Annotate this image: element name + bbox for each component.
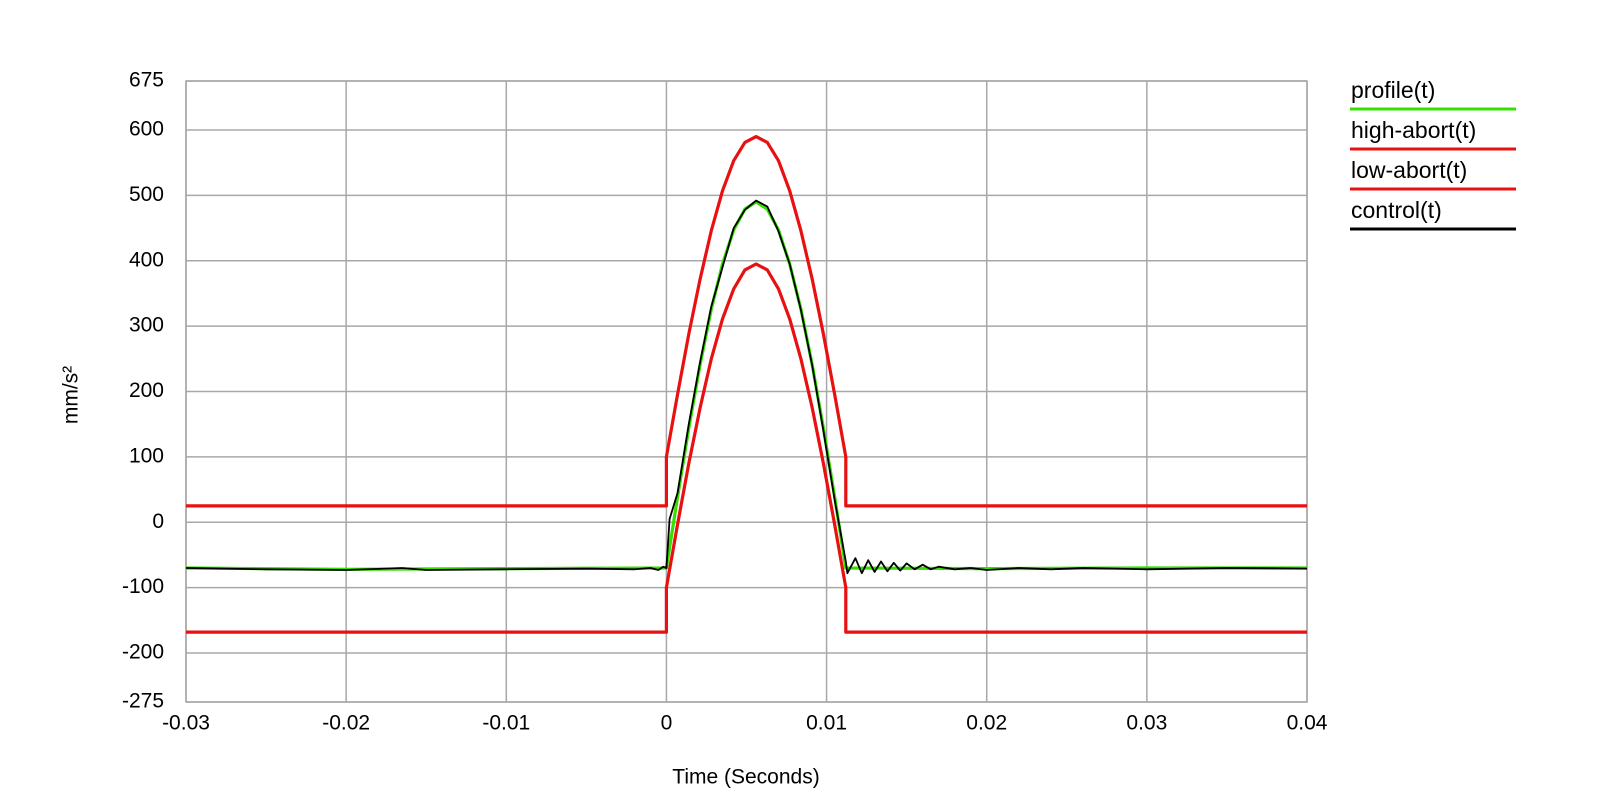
series-line xyxy=(185,199,1308,575)
y-tick-label: -200 xyxy=(122,641,164,664)
x-tick-label: -0.03 xyxy=(162,712,210,735)
x-tick-label: 0.01 xyxy=(806,712,847,735)
y-tick-label: 675 xyxy=(129,69,164,92)
legend-label: high-abort(t) xyxy=(1351,117,1476,143)
y-tick-label: 600 xyxy=(129,118,164,141)
y-tick-label: 400 xyxy=(129,248,164,271)
x-tick-label: 0.04 xyxy=(1287,712,1328,735)
x-tick-label: -0.01 xyxy=(482,712,530,735)
legend-label: control(t) xyxy=(1351,197,1442,223)
y-tick-label: -275 xyxy=(122,690,164,713)
x-tick-label: 0.02 xyxy=(966,712,1007,735)
y-tick-label: 0 xyxy=(152,510,164,533)
x-tick-label: -0.02 xyxy=(322,712,370,735)
x-tick-label: 0.03 xyxy=(1126,712,1167,735)
series-line xyxy=(186,135,1307,508)
y-axis-label: mm/s² xyxy=(60,366,83,424)
legend-label: profile(t) xyxy=(1351,77,1435,103)
y-tick-label: 300 xyxy=(129,314,164,337)
y-tick-label: 500 xyxy=(129,183,164,206)
x-tick-label: 0 xyxy=(661,712,673,735)
y-tick-label: 200 xyxy=(129,379,164,402)
y-tick-label: 100 xyxy=(129,444,164,467)
legend-label: low-abort(t) xyxy=(1351,157,1467,183)
plot-frame xyxy=(185,80,1308,703)
series-line xyxy=(185,200,1307,571)
series-line xyxy=(186,262,1307,634)
x-axis-label: Time (Seconds) xyxy=(672,766,819,789)
y-tick-label: -100 xyxy=(122,575,164,598)
